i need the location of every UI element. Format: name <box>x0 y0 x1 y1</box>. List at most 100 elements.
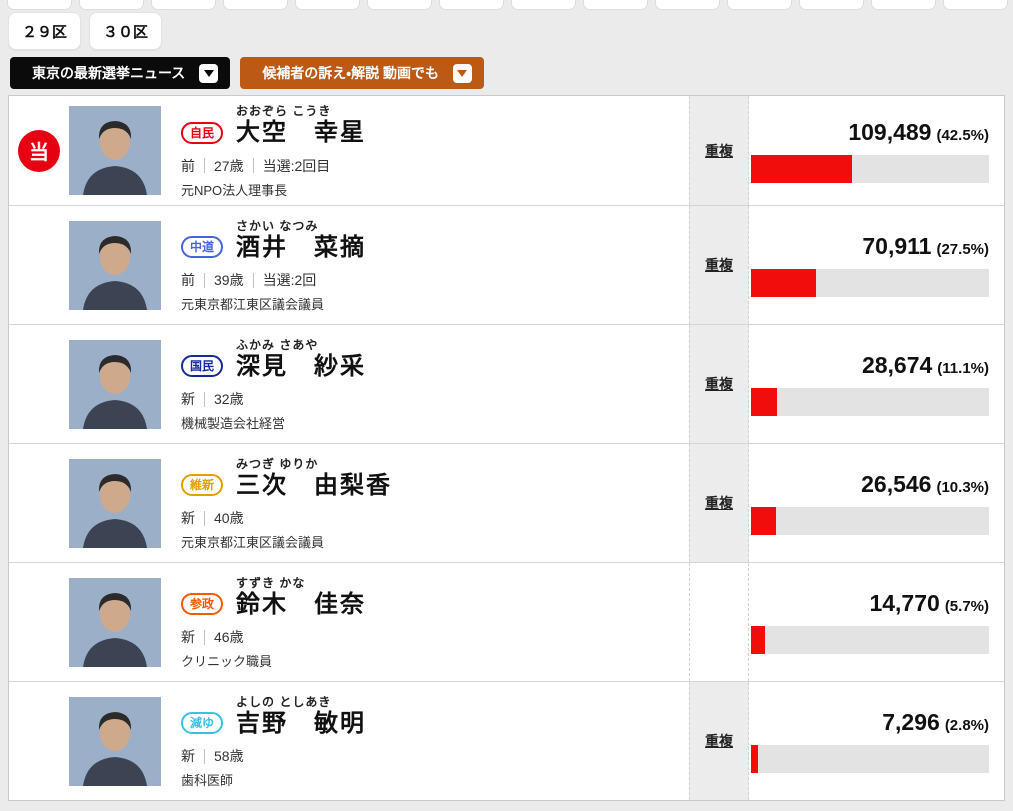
chevron-down-icon <box>203 69 214 77</box>
candidate-row: 減ゆ よしの としあき 吉野 敏明 新 58歳 歯科医師 重複 7,296 (2.8… <box>9 681 1004 800</box>
dup-cell: 重複 <box>689 206 749 324</box>
dup-cell: 重複 <box>689 325 749 443</box>
dup-link[interactable]: 重複 <box>705 733 733 749</box>
dup-cell: 重複 <box>689 96 749 205</box>
district-stub-button[interactable] <box>871 0 936 10</box>
candidate-occupation: 元東京都江東区議会議員 <box>181 297 325 313</box>
vote-cell: 70,911 (27.5%) <box>749 206 1004 324</box>
candidate-name: 吉野 敏明 <box>236 709 367 737</box>
vote-percentage: (5.7%) <box>944 598 989 615</box>
district-stub-button[interactable] <box>223 0 288 10</box>
status-part: 新 <box>181 629 195 646</box>
portrait-photo <box>69 458 161 548</box>
status-part: 当選:2回目 <box>262 157 331 174</box>
candidate-info: 参政 すずき かな 鈴木 佳奈 新 46歳 クリニック職員 <box>161 563 689 681</box>
candidate-furigana: おおぞら こうき <box>236 104 332 119</box>
vote-percentage: (42.5%) <box>936 126 989 144</box>
status-part: 32歳 <box>214 391 244 408</box>
chevron-down-icon <box>457 69 468 77</box>
district-button[interactable]: ２９区 <box>8 12 82 50</box>
district-button[interactable]: ３０区 <box>89 12 163 50</box>
status-part: 新 <box>181 510 195 527</box>
vote-percentage: (27.5%) <box>936 241 989 258</box>
dup-link[interactable]: 重複 <box>705 142 733 159</box>
candidate-row: 当 自民 おおぞら こうき 大空 幸星 前 27歳 当選:2回目 元NPO法人理事長… <box>9 96 1004 205</box>
vote-cell: 7,296 (2.8%) <box>749 682 1004 800</box>
candidate-name: 深見 紗采 <box>236 352 367 380</box>
vote-count: 109,489 <box>848 118 932 145</box>
district-stub-button[interactable] <box>7 0 72 10</box>
dropdown-chip <box>452 63 472 83</box>
district-stub-button[interactable] <box>799 0 864 10</box>
elected-mark-cell <box>9 563 69 681</box>
status-separator <box>204 158 205 174</box>
candidate-occupation: 元NPO法人理事長 <box>181 182 288 198</box>
candidate-info: 自民 おおぞら こうき 大空 幸星 前 27歳 当選:2回目 元NPO法人理事長 <box>161 96 689 205</box>
dup-link[interactable]: 重複 <box>705 376 733 392</box>
dup-link[interactable]: 重複 <box>705 495 733 511</box>
candidate-status-line: 前 27歳 当選:2回目 <box>181 156 689 176</box>
district-stub-button[interactable] <box>583 0 648 10</box>
candidate-photo <box>69 444 161 562</box>
status-part: 新 <box>181 748 195 765</box>
elected-badge: 当 <box>18 129 60 172</box>
status-part: 39歳 <box>214 272 244 289</box>
party-badge: 維新 <box>181 474 224 497</box>
vote-bar-fill <box>751 626 765 654</box>
district-stub-button[interactable] <box>943 0 1008 10</box>
candidate-furigana: みつぎ ゆりか <box>236 456 319 471</box>
candidate-furigana: すずき かな <box>236 575 306 590</box>
portrait-photo <box>69 577 161 667</box>
vote-bar-fill <box>751 269 817 297</box>
status-separator <box>204 272 205 288</box>
district-stub-row <box>0 0 1013 10</box>
vote-count: 7,296 <box>882 709 940 735</box>
district-stub-button[interactable] <box>295 0 360 10</box>
candidate-name: 酒井 菜摘 <box>236 233 367 261</box>
candidate-video-dropdown-button[interactable]: 候補者の訴え・解説 動画でも <box>240 57 484 89</box>
dup-cell <box>689 563 749 681</box>
status-part: 当選:2回 <box>262 272 317 289</box>
candidate-status-line: 新 46歳 <box>181 627 689 647</box>
portrait-photo <box>69 106 161 195</box>
candidate-photo <box>69 206 161 324</box>
latest-news-dropdown-button[interactable]: 東京の最新選挙ニュース <box>10 57 231 89</box>
candidate-photo <box>69 325 161 443</box>
portrait-photo <box>69 339 161 429</box>
candidate-furigana: よしの としあき <box>236 694 332 709</box>
candidate-name: 大空 幸星 <box>236 119 367 147</box>
district-stub-button[interactable] <box>511 0 576 10</box>
vote-percentage: (10.3%) <box>936 479 989 496</box>
district-stub-button[interactable] <box>79 0 144 10</box>
district-stub-button[interactable] <box>439 0 504 10</box>
status-separator <box>204 629 205 645</box>
vote-cell: 14,770 (5.7%) <box>749 563 1004 681</box>
district-stub-button[interactable] <box>727 0 792 10</box>
vote-bar-fill <box>751 507 776 535</box>
elected-mark-cell <box>9 325 69 443</box>
district-stub-button[interactable] <box>367 0 432 10</box>
candidate-info: 中道 さかい なつみ 酒井 菜摘 前 39歳 当選:2回 元東京都江東区議会議員 <box>161 206 689 324</box>
candidate-occupation: 元東京都江東区議会議員 <box>181 535 325 551</box>
vote-cell: 109,489 (42.5%) <box>749 96 1004 205</box>
dup-link[interactable]: 重複 <box>705 257 733 273</box>
candidate-status-line: 新 32歳 <box>181 389 689 409</box>
status-separator <box>252 272 254 288</box>
party-badge: 減ゆ <box>181 712 224 735</box>
district-stub-button[interactable] <box>655 0 720 10</box>
candidate-row: 中道 さかい なつみ 酒井 菜摘 前 39歳 当選:2回 元東京都江東区議会議員 重… <box>9 205 1004 324</box>
toolbar: 東京の最新選挙ニュース 候補者の訴え・解説 動画でも <box>10 57 1013 89</box>
candidate-occupation: クリニック職員 <box>181 654 273 670</box>
candidate-status-line: 新 58歳 <box>181 746 689 766</box>
portrait-photo <box>69 696 161 786</box>
portrait-photo <box>69 220 161 310</box>
vote-count: 26,546 <box>861 471 932 497</box>
candidate-status-line: 新 40歳 <box>181 508 689 528</box>
vote-bar-track <box>751 626 989 654</box>
district-button-row: ２９区 ３０区 <box>8 12 1013 50</box>
candidate-photo <box>69 682 161 800</box>
party-badge: 中道 <box>181 236 224 259</box>
candidate-name: 鈴木 佳奈 <box>236 590 367 618</box>
vote-bar-track <box>751 745 989 773</box>
district-stub-button[interactable] <box>151 0 216 10</box>
